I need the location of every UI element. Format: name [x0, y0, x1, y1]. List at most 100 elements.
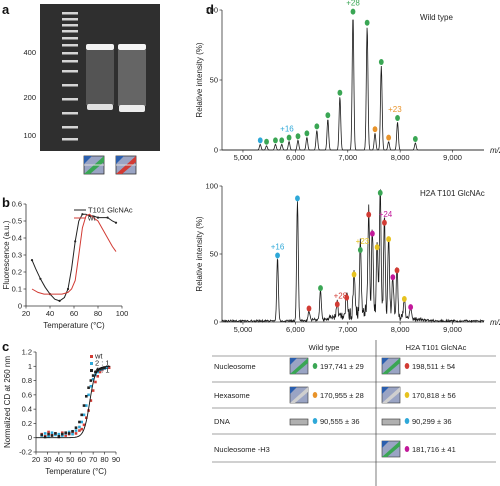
- y-tick-label: 100: [205, 6, 218, 15]
- y-axis-title: Relative intensity (%): [195, 42, 204, 117]
- y-tick-label: 50: [210, 250, 218, 259]
- peak-marker: [401, 295, 407, 302]
- gel-background: [40, 4, 160, 151]
- data-point: [78, 420, 81, 424]
- series-line: [31, 213, 117, 302]
- icon-stripe: [382, 387, 400, 403]
- table-row-label: Nucleosome: [214, 362, 256, 371]
- dna-icon: [381, 418, 401, 426]
- cd-melting-chart: 20 30 40 50 60 70 80 90 -0.2 0 0.2 0.4 0.6 0.8 1 1.2 Tem…: [3, 348, 120, 477]
- nucleosome-icon: [381, 357, 401, 375]
- x-tick-label: 40: [46, 309, 54, 318]
- nucleosome-icon: [83, 155, 105, 175]
- ladder-band: [62, 60, 78, 63]
- y-axis-title: Normalized CD at 260 nm: [3, 356, 12, 448]
- data-point: [94, 370, 97, 374]
- data-point: [58, 299, 61, 302]
- peak-marker: [351, 271, 357, 278]
- peak-marker: [386, 236, 392, 243]
- peak-annotation: +16: [280, 125, 294, 134]
- data-point: [39, 277, 42, 280]
- peak-marker: [264, 138, 269, 145]
- x-tick-label: 100: [116, 309, 129, 318]
- peak-marker: [344, 294, 350, 301]
- peak-annotation: +23: [388, 105, 402, 114]
- x-axis-title: m/z: [490, 146, 500, 155]
- gel-ladder-label: 200: [23, 93, 36, 102]
- legend-label: T101 GlcNAc: [88, 206, 133, 215]
- nucleosome-icon: [289, 357, 309, 375]
- peak-marker: [408, 304, 414, 311]
- gel-lanes: [86, 44, 146, 112]
- x-tick-label: 70: [89, 455, 97, 464]
- data-point: [106, 216, 109, 219]
- peak-marker: [412, 136, 418, 142]
- data-point: [47, 434, 50, 438]
- data-point: [71, 429, 74, 433]
- peak-marker: [334, 301, 340, 308]
- x-tick-label: 20: [32, 455, 40, 464]
- dna-bar: [381, 418, 401, 426]
- peak-marker: [377, 189, 383, 196]
- x-tick-label: 5,000: [234, 153, 253, 162]
- legend-label: 2 : 1: [95, 359, 110, 368]
- data-point: [98, 370, 102, 374]
- table-header: Wild type: [309, 343, 340, 352]
- data-point: [103, 366, 106, 370]
- data-point: [82, 404, 86, 407]
- y-tick-label: 50: [210, 76, 218, 85]
- data-point: [91, 389, 95, 392]
- ladder-band: [62, 37, 78, 40]
- ladder-band: [62, 52, 78, 55]
- gel-band: [118, 44, 146, 50]
- gel-smear: [86, 50, 114, 105]
- table-header: H2A T101 GlcNAc: [406, 343, 467, 352]
- y-tick-label: -0.2: [19, 448, 32, 457]
- y-tick-label: 0: [214, 318, 218, 327]
- y-tick-label: 0.4: [22, 405, 32, 414]
- gel-band: [119, 105, 145, 112]
- data-point: [47, 430, 50, 434]
- legend-swatch: [90, 369, 93, 372]
- x-tick-label: 6,000: [286, 153, 305, 162]
- data-point: [71, 432, 74, 436]
- peak-marker: [275, 252, 280, 259]
- icon-corner: [290, 358, 297, 365]
- x-tick-label: 8,000: [391, 325, 410, 334]
- spectrum-title: H2A T101 GlcNAc: [420, 189, 485, 198]
- peak-marker: [382, 219, 387, 226]
- ladder-band: [62, 112, 78, 115]
- data-point: [96, 370, 100, 374]
- gel-band: [86, 44, 114, 50]
- table-row-label: DNA: [214, 417, 230, 426]
- peak-marker: [395, 115, 400, 121]
- table-row-label: Nucleosome -H3: [214, 445, 270, 454]
- table-cell-value: 170,818 ± 56: [412, 391, 456, 400]
- data-point: [57, 432, 61, 436]
- panel-label-b: b: [2, 195, 10, 210]
- data-point: [66, 287, 70, 291]
- fit-line: [36, 365, 111, 439]
- x-tick-label: 30: [43, 455, 51, 464]
- table-cell-value: 197,741 ± 29: [320, 362, 364, 371]
- legend-label: wt: [87, 214, 96, 223]
- y-tick-label: 0.1: [12, 285, 22, 294]
- y-axis-title: Relative intensity (%): [195, 216, 204, 291]
- data-point: [98, 367, 102, 371]
- gel-ladder-label: 400: [23, 48, 36, 57]
- peak-marker: [357, 247, 363, 253]
- data-point: [80, 413, 84, 417]
- data-point: [82, 413, 86, 417]
- ladder-band: [62, 70, 78, 73]
- mass-spectrum-glcnac: 5,000 6,000 7,000 8,000 9,000 0 50 100 m/z Relati…: [195, 182, 500, 335]
- data-point: [30, 259, 34, 262]
- peak-marker: [394, 267, 400, 274]
- data-point: [60, 434, 64, 437]
- hexasome-icon: [289, 386, 309, 404]
- x-tick-label: 50: [66, 455, 74, 464]
- peak-marker: [378, 59, 384, 65]
- mass-table: Wild type H2A T101 GlcNAc Nucleosome 197,74…: [212, 340, 496, 486]
- table-cell-value: 181,716 ± 41: [412, 445, 456, 454]
- data-point: [87, 393, 90, 397]
